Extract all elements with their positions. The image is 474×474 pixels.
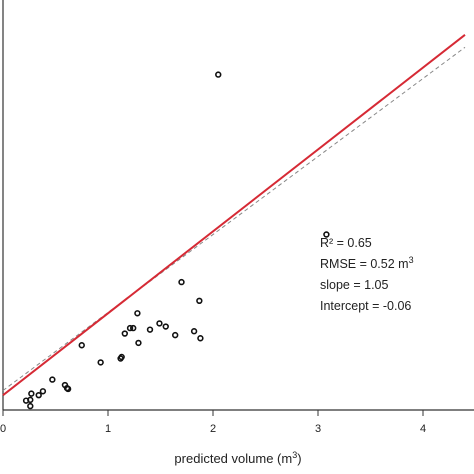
data-point <box>178 278 185 286</box>
data-point <box>130 324 137 332</box>
x-tick-label: 3 <box>315 423 321 435</box>
x-tick-label: 1 <box>105 423 111 435</box>
fit-line-group <box>2 34 466 396</box>
data-point <box>126 324 134 332</box>
data-point <box>49 376 56 383</box>
data-point <box>162 323 169 330</box>
data-point <box>97 359 104 366</box>
reference-line-group <box>2 46 466 391</box>
data-point <box>215 71 222 78</box>
data-point <box>64 385 72 393</box>
data-point <box>135 339 142 347</box>
data-point <box>172 331 179 339</box>
data-point <box>196 297 203 304</box>
x-ticks: 0 1 2 3 4 <box>0 410 426 435</box>
data-point <box>323 231 330 238</box>
reference-line <box>2 46 466 391</box>
data-point <box>22 397 30 404</box>
x-tick-label: 2 <box>210 423 216 435</box>
stat-intercept: Intercept = -0.06 <box>320 299 411 313</box>
data-point <box>146 326 154 333</box>
data-point <box>121 330 129 337</box>
data-point <box>197 335 204 342</box>
x-tick-label: 0 <box>0 423 6 435</box>
data-point <box>134 310 141 317</box>
data-point <box>156 320 163 327</box>
data-point <box>39 388 47 395</box>
data-point <box>190 328 198 335</box>
stat-slope: slope = 1.05 <box>320 278 389 292</box>
x-tick-label: 4 <box>420 423 426 435</box>
data-points <box>22 71 330 410</box>
data-point <box>117 355 124 362</box>
x-axis-title: predicted volume (m3) <box>174 450 301 466</box>
data-point <box>78 342 85 349</box>
data-point <box>27 402 34 410</box>
stat-rmse: RMSE = 0.52 m3 <box>320 255 414 271</box>
stat-r2: R² = 0.65 <box>320 236 372 250</box>
fit-line <box>2 34 466 396</box>
data-point <box>28 390 35 397</box>
data-point <box>35 391 42 399</box>
